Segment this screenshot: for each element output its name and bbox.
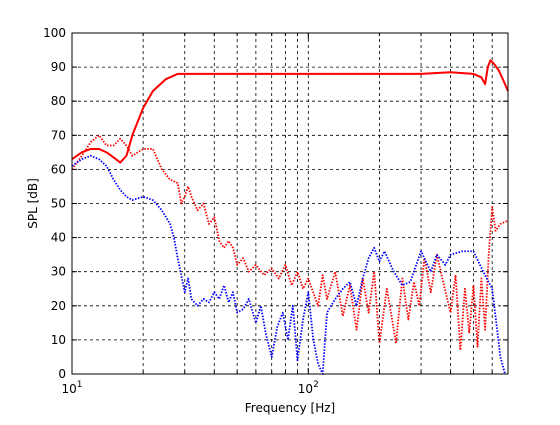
y-tick-label: 50	[51, 197, 66, 211]
y-axis-label: SPL [dB]	[26, 178, 40, 229]
x-tick-label: 102	[298, 380, 319, 396]
y-tick-label: 100	[43, 26, 66, 40]
series-line-1	[71, 59, 509, 164]
y-tick-label: 40	[51, 231, 66, 245]
series-layer	[71, 59, 509, 375]
y-tick-label: 60	[51, 162, 66, 176]
y-tick-label: 10	[51, 333, 66, 347]
y-tick-label: 30	[51, 265, 66, 279]
labels-layer: 0 10 20 30 40 50 60 70 80 90 100 101 102	[43, 26, 319, 396]
y-tick-label: 70	[51, 128, 66, 142]
series-line-3	[71, 154, 506, 375]
y-tick-label: 80	[51, 94, 66, 108]
y-tick-label: 0	[58, 367, 66, 381]
y-tick-label: 90	[51, 60, 66, 74]
y-tick-label: 20	[51, 299, 66, 313]
plot-frame	[71, 32, 509, 375]
x-axis-label: Frequency [Hz]	[245, 401, 336, 415]
x-tick-label: 101	[61, 380, 82, 396]
grid-layer	[72, 33, 508, 374]
series-line-2	[71, 134, 509, 352]
